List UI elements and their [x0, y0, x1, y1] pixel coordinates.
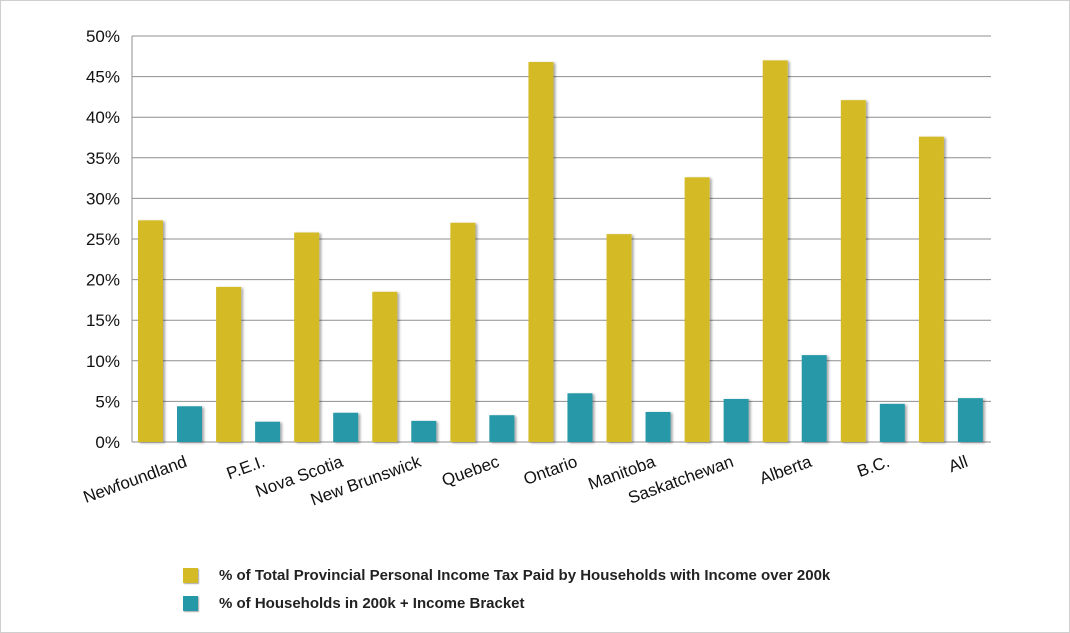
x-tick-label: Alberta: [757, 452, 815, 488]
legend-swatch-series1: [183, 567, 198, 583]
legend-item-series2: % of Households in 200k + Income Bracket: [183, 589, 830, 617]
legend-label-series1: % of Total Provincial Personal Income Ta…: [219, 566, 831, 584]
bar-tax-share: [762, 60, 788, 443]
bar-household-share: [567, 393, 593, 442]
x-tick-label: Quebec: [439, 452, 502, 490]
x-tick-label: P.E.I.: [224, 452, 268, 483]
bar-household-share: [957, 398, 983, 442]
y-tick-label: 50%: [86, 27, 120, 46]
bar-household-share: [879, 403, 905, 442]
bar-household-share: [645, 411, 671, 442]
x-tick-label: All: [946, 452, 970, 476]
bar-household-share: [489, 415, 515, 442]
bar-chart: 0% 5% 10% 15% 20% 25% 30% 35% 40% 45% 50% Newfoundl…: [81, 27, 991, 510]
x-tick-label: B.C.: [855, 452, 893, 481]
bar-tax-share: [216, 286, 242, 442]
y-tick-label: 30%: [86, 189, 120, 208]
y-tick-label: 25%: [86, 230, 120, 249]
legend-item-series1: % of Total Provincial Personal Income Ta…: [183, 561, 830, 589]
y-tick-label: 20%: [86, 271, 120, 290]
bar-tax-share: [294, 232, 320, 442]
bar-tax-share: [528, 61, 554, 442]
x-tick-label: Newfoundland: [81, 452, 190, 507]
y-tick-label: 40%: [86, 108, 120, 127]
bar-tax-share: [840, 100, 866, 442]
bar-tax-share: [372, 291, 398, 442]
legend-swatch-series2: [183, 595, 198, 611]
y-tick-label: 0%: [95, 433, 120, 452]
bar-tax-share: [684, 177, 710, 442]
bar-tax-share: [606, 234, 632, 442]
legend: % of Total Provincial Personal Income Ta…: [183, 561, 830, 617]
bar-household-share: [255, 421, 281, 442]
bar-tax-share: [918, 136, 944, 443]
bar-tax-share: [138, 220, 163, 442]
y-tick-label: 45%: [86, 68, 120, 87]
legend-label-series2: % of Households in 200k + Income Bracket: [219, 594, 525, 612]
bar-household-share: [177, 406, 202, 442]
y-tick-label: 10%: [86, 352, 120, 371]
y-tick-label: 5%: [95, 392, 120, 411]
bar-tax-share: [450, 222, 476, 442]
bar-household-share: [333, 412, 359, 442]
bar-household-share: [801, 355, 827, 442]
y-tick-label: 15%: [86, 311, 120, 330]
bar-household-share: [723, 398, 749, 442]
x-tick-label: Ontario: [521, 452, 580, 489]
y-tick-label: 35%: [86, 149, 120, 168]
bar-household-share: [411, 420, 437, 442]
